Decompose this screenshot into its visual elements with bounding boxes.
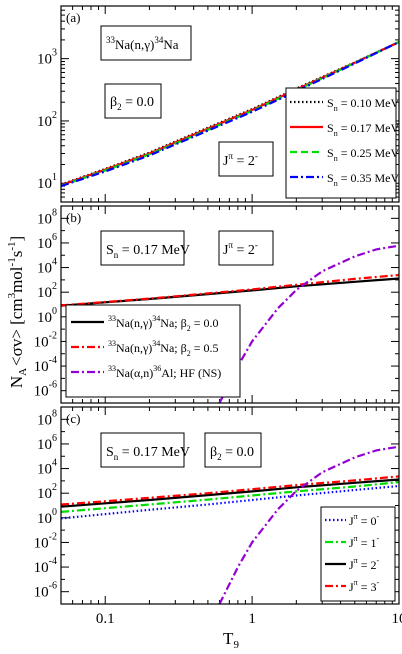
y-tick-label: 106 (37, 232, 57, 252)
jpi-box (218, 230, 274, 266)
y-tick-label: 104 (37, 257, 57, 277)
legend-box (320, 506, 396, 602)
series-line-2 (61, 273, 399, 307)
y-tick-label: 10-2 (34, 531, 57, 551)
y-axis-label: NA<σv> [cm3mol-1s-1] (6, 236, 29, 388)
legend-entry: 33Na(α,n)36Al; HF (NS) (108, 364, 221, 380)
y-tick-label: 10-6 (34, 380, 57, 400)
y-tick-label: 10-6 (34, 581, 57, 601)
series-group (61, 244, 399, 403)
panel-a: 101 102 103 (a) 33Na(n,γ)34Na β2 = 0.0 Jπ = 2-… (37, 5, 400, 203)
panel-c: 108 106 104 102 100 10-2 10-4 10-6 0.1 1 10 (c) Sn =… (34, 406, 402, 627)
y-tick-label: 103 (37, 48, 57, 68)
jpi-label: Jπ = 2- (223, 151, 258, 169)
series-line-5 (218, 445, 399, 604)
ylabel-e1: 3 (6, 292, 18, 298)
ylabel-mol: mol (7, 266, 26, 293)
plot-frame (60, 5, 400, 203)
reaction-label: 33Na(n,γ)34Na (106, 35, 179, 52)
legend-entry: Sn = 0.35 MeV (327, 171, 399, 188)
x-axis-label: T9 (223, 629, 239, 651)
y-tick-label: 102 (37, 482, 57, 502)
y-tick-label: 106 (37, 433, 57, 453)
legend-entry: Jπ = 2- (349, 556, 380, 572)
series-group (61, 445, 399, 604)
series-line-2 (61, 481, 399, 513)
x-tick-label: 10 (392, 611, 402, 627)
ylabel-e2: -1 (6, 257, 18, 266)
legend-box (285, 87, 397, 199)
y-tick-label: 102 (37, 281, 57, 301)
xlabel-sub: 9 (233, 639, 239, 651)
y-tick-label: 100 (37, 507, 57, 527)
sn-label: Sn = 0.17 MeV (106, 445, 190, 462)
y-tick-label: 10-2 (34, 330, 57, 350)
xlabel-main: T (223, 629, 234, 648)
y-tick-label: 104 (37, 458, 57, 478)
ylabel-e3: -1 (6, 241, 18, 250)
y-tick-label: 108 (37, 207, 57, 227)
ylabel-prefix: N (7, 376, 26, 388)
reaction-box (100, 25, 192, 61)
beta-box (204, 432, 262, 468)
sn-box (100, 230, 185, 266)
series-line-1 (61, 484, 399, 520)
y-tick-label: 100 (37, 306, 57, 326)
beta-label: β2 = 0.0 (110, 95, 154, 112)
ylabel-prefix-sub: A (17, 368, 29, 376)
legend-entry: 33Na(n,γ)34Na; β2 = 0.0 (108, 314, 219, 333)
series-line-3 (61, 478, 399, 508)
legend-entry: 33Na(n,γ)34Na; β2 = 0.5 (108, 339, 219, 358)
svg-text:NA<σv> [cm3mol-1s-1]: NA<σv> [cm3mol-1s-1] (6, 236, 29, 388)
jpi-box (218, 141, 274, 177)
plot-frame (60, 406, 400, 605)
sn-label: Sn = 0.17 MeV (106, 243, 190, 260)
legend-entry: Jπ = 3- (349, 578, 380, 594)
jpi-label: Jπ = 2- (223, 240, 258, 258)
legend-box (65, 304, 241, 398)
ylabel-close: ] (7, 236, 26, 242)
y-tick-label: 10-4 (34, 556, 57, 576)
panel-label: (b) (66, 210, 81, 225)
series-line-4 (61, 41, 399, 188)
beta-box (104, 83, 162, 119)
panel-label: (a) (66, 10, 80, 25)
panel-b: 108 106 104 102 100 10-2 10-4 10-6 (b) Sn = 0.17 … (34, 205, 400, 404)
legend-entry: Jπ = 0- (349, 512, 380, 528)
legend-entry: Sn = 0.10 MeV (327, 96, 399, 113)
y-tick-label: 108 (37, 408, 57, 428)
panel-label: (c) (66, 411, 80, 426)
legend-entry: Sn = 0.17 MeV (327, 121, 399, 138)
y-tick-label: 102 (37, 110, 57, 130)
y-tick-label: 10-4 (34, 355, 57, 375)
series-line-3 (218, 244, 399, 403)
series-line-4 (61, 475, 399, 506)
ylabel-sv: <σv> [cm (7, 298, 26, 366)
plot-frame (60, 205, 400, 404)
x-tick-label: 1 (248, 611, 256, 627)
svg-text:T9: T9 (223, 629, 239, 651)
x-tick-label: 0.1 (96, 611, 115, 627)
y-tick-label: 101 (37, 172, 57, 192)
series-group (61, 41, 399, 188)
sn-box (100, 432, 185, 468)
beta-label: β2 = 0.0 (210, 445, 254, 462)
legend-entry: Jπ = 1- (349, 534, 380, 550)
legend-entry: Sn = 0.25 MeV (327, 146, 399, 163)
ylabel-s: s (7, 251, 26, 258)
